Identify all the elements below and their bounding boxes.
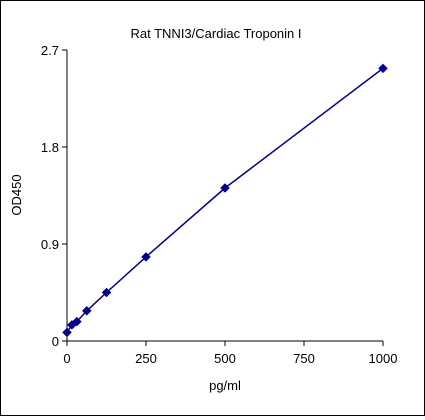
y-tick-label: 0: [52, 334, 59, 349]
x-axis-label: pg/ml: [209, 378, 241, 393]
data-point: [72, 316, 82, 327]
axes: [66, 50, 383, 342]
series-group: [62, 63, 388, 338]
series-line: [66, 67, 384, 333]
chart-title: Rat TNNI3/Cardiac Troponin I: [131, 26, 302, 41]
x-ticks: 0 250 500 750 1000: [63, 341, 397, 366]
x-tick-label: 750: [293, 351, 315, 366]
x-tick-label: 250: [135, 351, 157, 366]
data-point: [101, 287, 112, 298]
data-point: [62, 327, 72, 338]
x-tick-label: 1000: [369, 351, 398, 366]
data-point: [378, 63, 388, 74]
y-axis-label: OD450: [9, 174, 24, 215]
x-tick-label: 500: [214, 351, 236, 366]
y-tick-label: 2.7: [41, 43, 59, 58]
data-point: [81, 305, 92, 316]
y-tick-label: 1.8: [41, 140, 59, 155]
x-tick-label: 0: [63, 351, 70, 366]
data-point: [141, 252, 151, 262]
y-ticks: 0 0.9 1.8 2.7: [41, 43, 67, 349]
data-point: [220, 183, 230, 193]
y-tick-label: 0.9: [41, 237, 59, 252]
